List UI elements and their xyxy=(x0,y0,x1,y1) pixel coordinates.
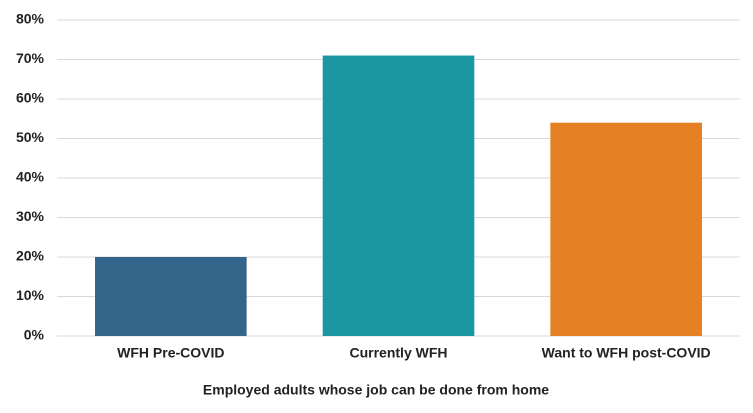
y-tick-label: 0% xyxy=(24,327,45,343)
y-tick-label: 50% xyxy=(16,129,45,145)
y-tick-label: 40% xyxy=(16,169,45,185)
bar xyxy=(322,55,475,337)
y-tick-label: 30% xyxy=(16,208,45,224)
y-tick-label: 80% xyxy=(16,11,45,27)
bar xyxy=(550,122,702,336)
y-tick-label: 10% xyxy=(16,287,45,303)
x-tick-label: Want to WFH post-COVID xyxy=(542,345,711,361)
bar xyxy=(95,257,247,336)
y-tick-label: 60% xyxy=(16,90,45,106)
y-tick-label: 70% xyxy=(16,50,45,66)
x-tick-label: WFH Pre-COVID xyxy=(117,345,224,361)
y-tick-label: 20% xyxy=(16,248,45,264)
x-tick-label: Currently WFH xyxy=(350,345,448,361)
x-axis-title: Employed adults whose job can be done fr… xyxy=(203,382,549,398)
